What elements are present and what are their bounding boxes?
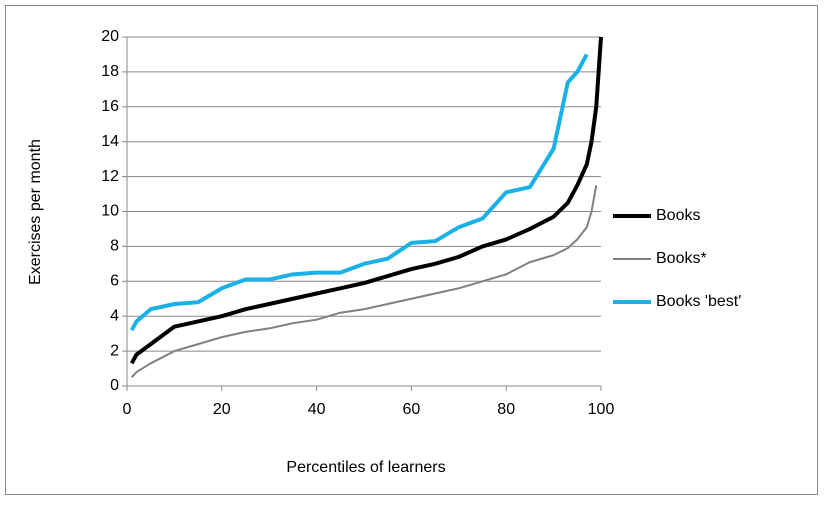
chart-border: [5, 5, 818, 495]
legend-label: Books: [656, 207, 700, 224]
y-tick-label: 14: [101, 133, 119, 150]
y-tick-label: 0: [110, 377, 119, 394]
legend-label: Books*: [656, 250, 707, 267]
y-tick-label: 12: [101, 168, 119, 185]
x-tick-label: 80: [497, 401, 515, 418]
y-tick-label: 6: [110, 273, 119, 290]
y-tick-label: 18: [101, 63, 119, 80]
x-axis-title: Percentiles of learners: [286, 459, 445, 476]
x-tick-label: 60: [403, 401, 421, 418]
series-line: [129, 36, 603, 365]
series-line: [130, 185, 598, 378]
y-axis-title: Exercises per month: [27, 139, 44, 285]
x-tick-label: 0: [123, 401, 132, 418]
y-tick-label: 16: [101, 98, 119, 115]
x-tick-label: 20: [213, 401, 231, 418]
y-tick-label: 20: [101, 28, 119, 45]
y-tick-label: 4: [110, 307, 119, 324]
series-line: [129, 53, 589, 332]
y-tick-label: 8: [110, 238, 119, 255]
legend-label: Books 'best': [656, 293, 741, 310]
y-tick-label: 2: [110, 342, 119, 359]
x-tick-label: 40: [308, 401, 326, 418]
x-tick-label: 100: [588, 401, 615, 418]
y-tick-label: 10: [101, 203, 119, 220]
